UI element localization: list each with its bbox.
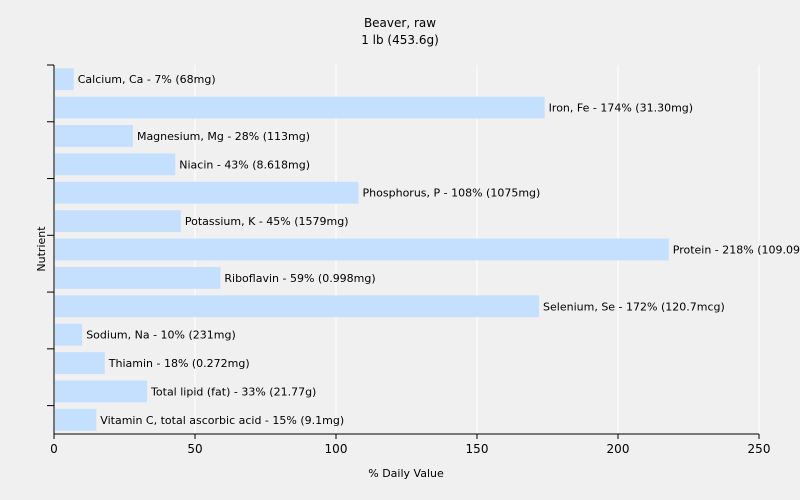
bar: [55, 153, 176, 176]
bar: [55, 210, 181, 233]
bar: [55, 352, 105, 374]
bar-label: Magnesium, Mg - 28% (113mg): [137, 130, 310, 143]
bar-label: Selenium, Se - 172% (120.7mcg): [543, 300, 725, 313]
bar-label: Calcium, Ca - 7% (68mg): [78, 73, 216, 86]
bar-label: Thiamin - 18% (0.272mg): [108, 357, 250, 370]
y-axis-title: Nutrient: [35, 226, 48, 272]
chart-title: Beaver, raw: [364, 16, 436, 30]
bar-labels: Calcium, Ca - 7% (68mg) Iron, Fe - 174% (…: [78, 73, 800, 427]
bar-label: Phosphorus, P - 108% (1075mg): [363, 187, 541, 200]
x-axis-title: % Daily Value: [368, 467, 444, 480]
x-tick-label: 150: [466, 442, 489, 456]
chart-subtitle: 1 lb (453.6g): [361, 33, 439, 47]
bar: [55, 238, 669, 261]
bar: [55, 408, 97, 431]
x-tick-label: 50: [187, 442, 202, 456]
bar: [55, 125, 133, 147]
bar-label: Total lipid (fat) - 33% (21.77g): [150, 385, 316, 398]
axes: 0 50 100 150 200 250: [47, 64, 771, 456]
bar: [55, 380, 148, 403]
bar-label: Protein - 218% (109.09g): [673, 244, 800, 257]
bar: [55, 96, 545, 119]
x-tick-label: 200: [607, 442, 630, 456]
bar: [55, 181, 359, 204]
bar-label: Potassium, K - 45% (1579mg): [185, 215, 349, 228]
bars: [55, 68, 669, 431]
bar-label: Riboflavin - 59% (0.998mg): [224, 272, 375, 285]
bar: [55, 295, 540, 318]
bar: [55, 266, 221, 289]
bar-label: Niacin - 43% (8.618mg): [179, 158, 310, 171]
bar-label: Sodium, Na - 10% (231mg): [86, 329, 236, 342]
bar: [55, 323, 83, 346]
bar-label: Vitamin C, total ascorbic acid - 15% (9.…: [100, 414, 344, 427]
bar-label: Iron, Fe - 174% (31.30mg): [549, 102, 693, 115]
bar: [55, 68, 74, 91]
x-tick-label: 100: [325, 442, 348, 456]
x-tick-label: 250: [748, 442, 771, 456]
x-tick-label: 0: [50, 442, 58, 456]
